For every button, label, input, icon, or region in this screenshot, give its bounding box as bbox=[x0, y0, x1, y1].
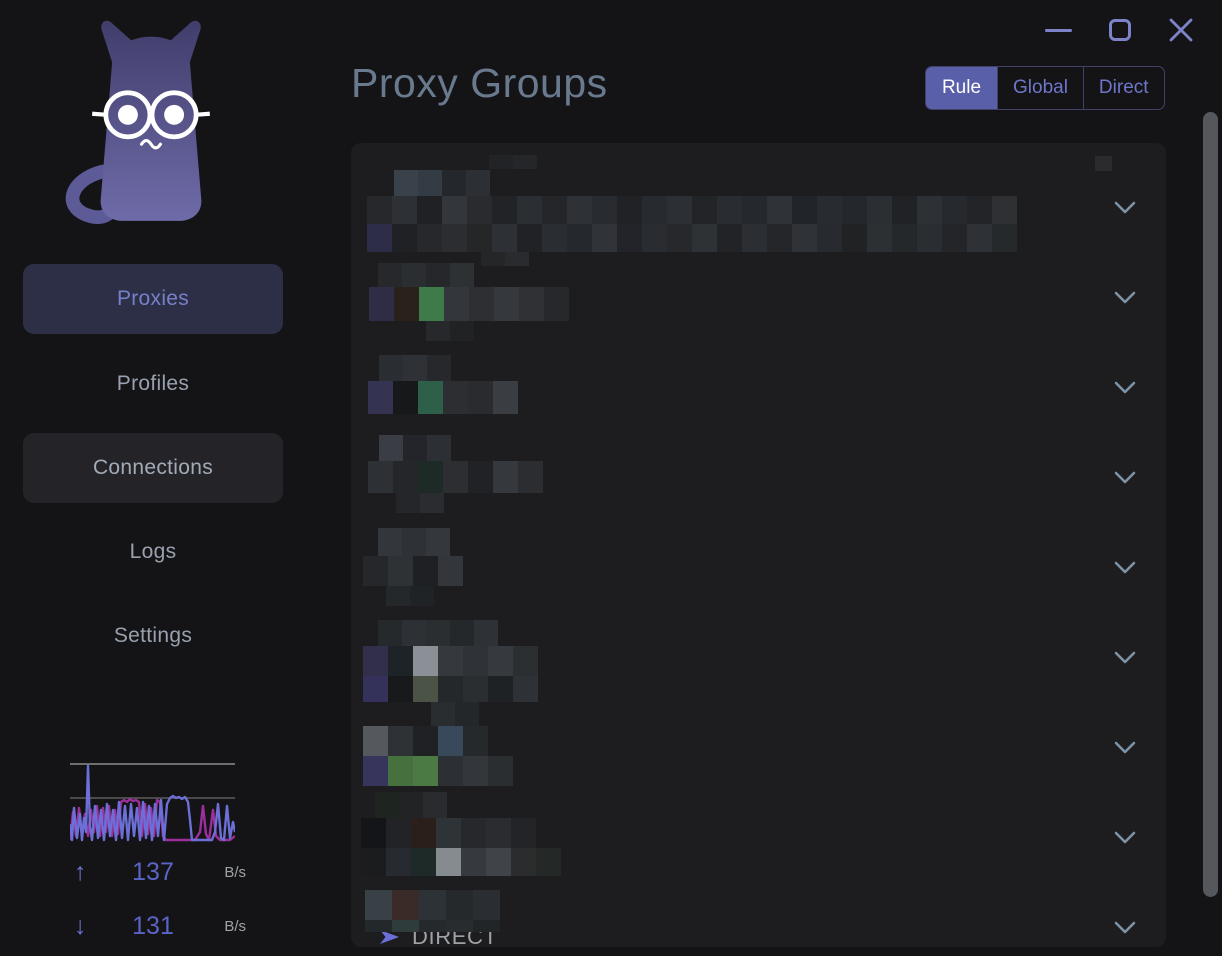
scrollbar-thumb[interactable] bbox=[1203, 112, 1218, 897]
arrow-up-icon: ↑ bbox=[74, 858, 87, 886]
chevron-down-icon[interactable] bbox=[1114, 921, 1136, 935]
redacted-mosaic bbox=[396, 493, 444, 513]
mode-direct-button[interactable]: Direct bbox=[1082, 67, 1164, 109]
download-speed-value: 131 bbox=[132, 912, 174, 940]
page-title: Proxy Groups bbox=[351, 60, 608, 106]
minimize-button[interactable] bbox=[1045, 27, 1073, 33]
redacted-mosaic bbox=[378, 620, 498, 646]
redacted-mosaic bbox=[394, 170, 490, 196]
redacted-mosaic bbox=[481, 252, 529, 266]
cat-eye-right bbox=[164, 104, 185, 125]
redacted-mosaic bbox=[379, 435, 451, 461]
redacted-mosaic bbox=[378, 263, 474, 287]
sidebar-item-settings[interactable]: Settings bbox=[23, 601, 283, 671]
redacted-mosaic bbox=[363, 756, 513, 786]
redacted-mosaic bbox=[365, 920, 500, 932]
sidebar-item-proxies[interactable]: Proxies bbox=[23, 264, 283, 334]
download-speed-unit: B/s bbox=[224, 918, 246, 935]
sidebar-item-logs[interactable]: Logs bbox=[23, 517, 283, 587]
cat-glasses-right bbox=[149, 90, 199, 140]
chevron-down-icon[interactable] bbox=[1114, 741, 1136, 755]
redacted-mosaic bbox=[369, 287, 569, 321]
mode-rule-button[interactable]: Rule bbox=[926, 67, 997, 109]
proxy-group-row[interactable] bbox=[351, 790, 1166, 880]
traffic-sparkline bbox=[70, 763, 235, 842]
close-button[interactable] bbox=[1168, 17, 1194, 43]
redacted-mosaic bbox=[375, 792, 447, 818]
redacted-mosaic bbox=[378, 528, 450, 556]
redacted-mosaic bbox=[379, 355, 451, 381]
chevron-down-icon[interactable] bbox=[1114, 201, 1136, 215]
proxy-group-row[interactable] bbox=[351, 150, 1166, 266]
chevron-down-icon[interactable] bbox=[1114, 831, 1136, 845]
redacted-mosaic bbox=[1095, 156, 1112, 171]
send-arrow-icon bbox=[380, 930, 399, 944]
minimize-icon bbox=[1045, 28, 1072, 32]
upload-stat: ↑ 137 B/s bbox=[70, 857, 246, 887]
redacted-mosaic bbox=[361, 848, 561, 876]
redacted-mosaic bbox=[363, 726, 488, 756]
redacted-mosaic bbox=[367, 224, 1017, 252]
upload-speed-value: 137 bbox=[132, 858, 174, 886]
proxy-group-row[interactable] bbox=[351, 610, 1166, 702]
redacted-mosaic bbox=[368, 381, 518, 414]
chevron-down-icon[interactable] bbox=[1114, 381, 1136, 395]
chevron-down-icon[interactable] bbox=[1114, 291, 1136, 305]
maximize-button[interactable] bbox=[1109, 18, 1132, 41]
close-icon bbox=[1169, 18, 1193, 42]
proxy-group-row[interactable] bbox=[351, 430, 1166, 520]
cat-logo bbox=[65, 20, 210, 224]
sidebar-item-profiles[interactable]: Profiles bbox=[23, 349, 283, 419]
chevron-down-icon[interactable] bbox=[1114, 651, 1136, 665]
sidebar: Proxies Profiles Connections Logs Settin… bbox=[0, 0, 335, 956]
cat-mouth bbox=[139, 138, 163, 150]
proxy-group-row[interactable] bbox=[351, 250, 1166, 341]
redacted-mosaic bbox=[367, 196, 1017, 224]
redacted-mosaic bbox=[361, 818, 536, 848]
mode-global-button[interactable]: Global bbox=[997, 67, 1083, 109]
proxy-group-row[interactable] bbox=[351, 700, 1166, 790]
arrow-down-icon: ↓ bbox=[74, 912, 87, 940]
redacted-mosaic bbox=[363, 646, 538, 676]
mode-toggle-group: Rule Global Direct bbox=[925, 66, 1165, 110]
proxy-group-row[interactable]: DIRECT bbox=[351, 880, 1166, 947]
redacted-mosaic bbox=[489, 155, 537, 169]
chevron-down-icon[interactable] bbox=[1114, 471, 1136, 485]
chevron-down-icon[interactable] bbox=[1114, 561, 1136, 575]
upload-speed-unit: B/s bbox=[224, 864, 246, 881]
maximize-icon bbox=[1109, 18, 1131, 41]
redacted-mosaic bbox=[386, 586, 434, 606]
download-stat: ↓ 131 B/s bbox=[70, 911, 246, 941]
redacted-mosaic bbox=[363, 676, 538, 702]
proxy-group-row[interactable] bbox=[351, 520, 1166, 610]
redacted-mosaic bbox=[368, 461, 543, 493]
redacted-mosaic bbox=[431, 702, 479, 726]
download-line bbox=[70, 797, 235, 842]
proxy-groups-panel: DIRECT bbox=[351, 143, 1166, 947]
redacted-mosaic bbox=[365, 890, 500, 920]
redacted-mosaic bbox=[426, 321, 474, 341]
sidebar-item-connections[interactable]: Connections bbox=[23, 433, 283, 503]
redacted-mosaic bbox=[363, 556, 463, 586]
cat-eye-left bbox=[117, 104, 138, 125]
proxy-group-row[interactable] bbox=[351, 340, 1166, 430]
upload-line bbox=[70, 764, 235, 842]
